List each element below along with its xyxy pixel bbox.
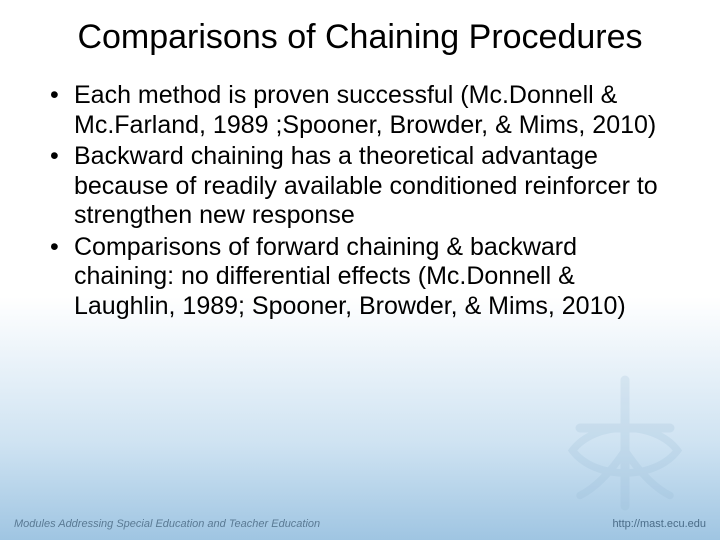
slide-title: Comparisons of Chaining Procedures (40, 18, 680, 57)
slide: Comparisons of Chaining Procedures Each … (0, 0, 720, 540)
watermark-logo (550, 368, 700, 518)
footer: Modules Addressing Special Education and… (0, 514, 720, 540)
bullet-item: Each method is proven successful (Mc.Don… (48, 81, 680, 140)
footer-left-text: Modules Addressing Special Education and… (14, 518, 320, 530)
footer-right-url: http://mast.ecu.edu (612, 518, 706, 530)
bullet-list: Each method is proven successful (Mc.Don… (40, 81, 680, 321)
bullet-item: Backward chaining has a theoretical adva… (48, 142, 680, 231)
bullet-item: Comparisons of forward chaining & backwa… (48, 233, 680, 322)
